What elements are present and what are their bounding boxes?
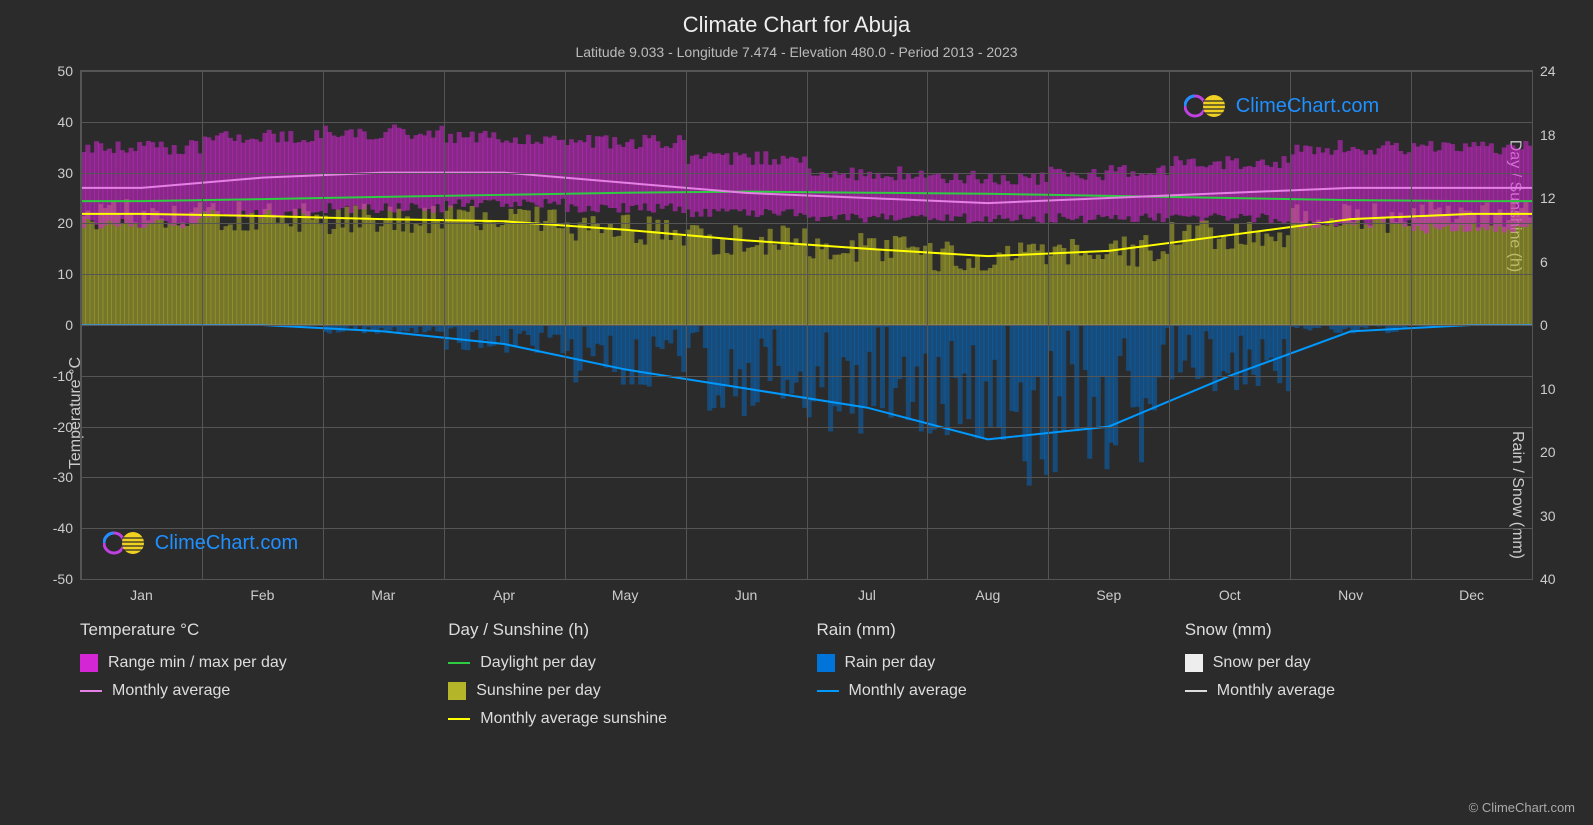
x-tick-label: May (612, 579, 638, 603)
legend-column-title: Snow (mm) (1185, 620, 1533, 640)
legend-item: Sunshine per day (448, 682, 796, 700)
plot-area: 50403020100-10-20-30-40-5024181260102030… (80, 70, 1533, 580)
legend-column: Day / Sunshine (h) Daylight per day Sunshi… (448, 620, 796, 728)
legend-item: Rain per day (817, 654, 1165, 672)
y-left-tick-label: -20 (53, 419, 81, 435)
y-left-tick-label: -50 (53, 571, 81, 587)
y-left-tick-label: -30 (53, 469, 81, 485)
chart-subtitle: Latitude 9.033 - Longitude 7.474 - Eleva… (0, 38, 1593, 60)
x-tick-label: Nov (1338, 579, 1363, 603)
y-left-tick-label: 0 (65, 317, 81, 333)
legend-item-label: Monthly average (1217, 682, 1335, 700)
legend-line-icon (448, 718, 470, 720)
legend-column-title: Rain (mm) (817, 620, 1165, 640)
legend-swatch-icon (1185, 654, 1203, 672)
legend-swatch-icon (817, 654, 835, 672)
y-right-bottom-tick-label: 30 (1532, 508, 1556, 524)
y-right-top-tick-label: 18 (1532, 127, 1556, 143)
x-tick-label: Mar (371, 579, 395, 603)
y-right-top-tick-label: 12 (1532, 190, 1556, 206)
y-left-tick-label: 20 (57, 215, 81, 231)
y-left-tick-label: -40 (53, 520, 81, 536)
x-tick-label: Apr (493, 579, 515, 603)
y-right-bottom-tick-label: 20 (1532, 444, 1556, 460)
climate-chart: Climate Chart for Abuja Latitude 9.033 -… (0, 0, 1593, 825)
x-tick-label: Feb (250, 579, 274, 603)
legend-item: Monthly average (80, 682, 428, 700)
chart-title: Climate Chart for Abuja (0, 0, 1593, 38)
legend-swatch-icon (80, 654, 98, 672)
y-right-top-tick-label: 6 (1532, 254, 1548, 270)
legend-column-title: Temperature °C (80, 620, 428, 640)
watermark: ClimeChart.com (1184, 91, 1379, 121)
logo-icon (103, 528, 149, 558)
y-left-tick-label: 50 (57, 63, 81, 79)
watermark-text: ClimeChart.com (1236, 95, 1379, 118)
legend-item: Range min / max per day (80, 654, 428, 672)
legend-column: Temperature °C Range min / max per day Mon… (80, 620, 428, 728)
legend-item: Snow per day (1185, 654, 1533, 672)
x-tick-label: Dec (1459, 579, 1484, 603)
legend-item-label: Snow per day (1213, 654, 1311, 672)
legend-item: Monthly average (1185, 682, 1533, 700)
legend-column-title: Day / Sunshine (h) (448, 620, 796, 640)
x-tick-label: Aug (975, 579, 1000, 603)
y-right-top-tick-label: 24 (1532, 63, 1556, 79)
legend-line-icon (448, 662, 470, 664)
legend-item-label: Daylight per day (480, 654, 596, 672)
x-tick-label: Jan (130, 579, 153, 603)
watermark-text: ClimeChart.com (155, 532, 298, 555)
legend-column: Rain (mm) Rain per day Monthly average (817, 620, 1165, 728)
logo-icon (1184, 91, 1230, 121)
x-tick-label: Oct (1219, 579, 1241, 603)
legend-item-label: Range min / max per day (108, 654, 287, 672)
x-tick-label: Jun (735, 579, 758, 603)
legend-line-icon (817, 690, 839, 692)
legend-item: Daylight per day (448, 654, 796, 672)
legend: Temperature °C Range min / max per day Mon… (80, 620, 1533, 728)
legend-column: Snow (mm) Snow per day Monthly average (1185, 620, 1533, 728)
watermark: ClimeChart.com (103, 528, 298, 558)
legend-line-icon (1185, 690, 1207, 692)
y-right-bottom-tick-label: 10 (1532, 381, 1556, 397)
legend-item-label: Rain per day (845, 654, 936, 672)
copyright: © ClimeChart.com (1469, 800, 1575, 815)
legend-item-label: Monthly average (112, 682, 230, 700)
legend-item: Monthly average (817, 682, 1165, 700)
legend-item-label: Sunshine per day (476, 682, 601, 700)
y-right-bottom-tick-label: 40 (1532, 571, 1556, 587)
legend-item-label: Monthly average sunshine (480, 710, 667, 728)
y-left-tick-label: 40 (57, 114, 81, 130)
x-tick-label: Sep (1096, 579, 1121, 603)
legend-swatch-icon (448, 682, 466, 700)
legend-line-icon (80, 690, 102, 692)
legend-item-label: Monthly average (849, 682, 967, 700)
y-right-top-tick-label: 0 (1532, 317, 1548, 333)
legend-item: Monthly average sunshine (448, 710, 796, 728)
x-tick-label: Jul (858, 579, 876, 603)
y-left-tick-label: -10 (53, 368, 81, 384)
y-left-tick-label: 10 (57, 266, 81, 282)
y-left-tick-label: 30 (57, 165, 81, 181)
